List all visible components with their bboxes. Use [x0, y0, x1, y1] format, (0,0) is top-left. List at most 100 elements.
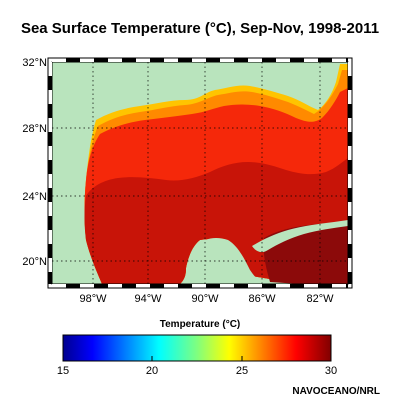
frame-segment	[66, 284, 80, 288]
frame-segment	[48, 230, 52, 244]
frame-segment	[48, 258, 52, 272]
frame-segment	[304, 58, 318, 62]
colorbar-tick-30: 30	[325, 365, 337, 377]
frame-segment	[136, 284, 150, 288]
lat-label-32n: 32°N	[22, 57, 47, 69]
frame-segment	[178, 58, 192, 62]
frame-segment	[348, 244, 352, 258]
lon-label-94w: 94°W	[134, 293, 162, 305]
frame-segment	[48, 62, 52, 76]
frame-segment	[122, 284, 136, 288]
frame-segment	[348, 62, 352, 76]
frame-segment	[192, 284, 206, 288]
lon-label-86w: 86°W	[248, 293, 276, 305]
frame-segment	[108, 284, 122, 288]
lat-label-28n: 28°N	[22, 123, 47, 135]
lon-label-82w: 82°W	[306, 293, 334, 305]
frame-segment	[234, 58, 248, 62]
frame-segment	[234, 284, 248, 288]
frame-segment	[290, 58, 304, 62]
frame-segment	[276, 58, 290, 62]
frame-segment	[348, 90, 352, 104]
frame-segment	[48, 174, 52, 188]
frame-segment	[48, 132, 52, 146]
lon-label-98w: 98°W	[79, 293, 107, 305]
colorbar-ticks	[62, 356, 332, 361]
frame-segment	[206, 284, 220, 288]
frame-segment	[348, 76, 352, 90]
frame-segment	[262, 284, 276, 288]
frame-segment	[80, 284, 94, 288]
frame-segment	[348, 202, 352, 216]
frame-segment	[248, 58, 262, 62]
land-florida	[282, 62, 336, 108]
colorbar-tick-15: 15	[57, 365, 69, 377]
frame-segment	[48, 272, 52, 284]
frame-segment	[94, 58, 108, 62]
frame-segment	[318, 284, 332, 288]
colorbar-tick-25: 25	[236, 365, 248, 377]
frame-segment	[66, 58, 80, 62]
frame-segment	[48, 188, 52, 202]
frame-segment	[164, 58, 178, 62]
frame-segment	[248, 284, 262, 288]
frame-segment	[348, 188, 352, 202]
frame-segment	[220, 58, 234, 62]
colorbar	[62, 334, 332, 362]
frame-segment	[332, 58, 346, 62]
frame-segment	[122, 58, 136, 62]
credit-label: NAVOCEANO/NRL	[292, 386, 380, 397]
frame-segment	[348, 272, 352, 284]
frame-segment	[48, 146, 52, 160]
frame-segment	[48, 216, 52, 230]
land-cuba	[252, 220, 348, 253]
map-frame	[47, 57, 353, 289]
frame-segment	[150, 58, 164, 62]
frame-segment	[348, 230, 352, 244]
frame-segment	[108, 58, 122, 62]
frame-segment	[150, 284, 164, 288]
frame-segment	[348, 258, 352, 272]
colorbar-tick-20: 20	[146, 365, 158, 377]
colorbar-title: Temperature (°C)	[159, 319, 241, 330]
frame-segment	[276, 284, 290, 288]
frame-outline	[47, 57, 353, 289]
frame-segment	[48, 118, 52, 132]
frame-segment	[52, 284, 66, 288]
frame-segment	[346, 58, 348, 62]
frame-segment	[348, 160, 352, 174]
frame-segment	[52, 58, 66, 62]
frame-segment	[332, 284, 346, 288]
map-title: Sea Surface Temperature (°C), Sep-Nov, 1…	[20, 20, 380, 37]
frame-segment	[290, 284, 304, 288]
frame-segment	[136, 58, 150, 62]
frame-segment	[48, 202, 52, 216]
lon-label-90w: 90°W	[191, 293, 219, 305]
frame-segment	[318, 58, 332, 62]
frame-segment	[220, 284, 234, 288]
frame-segment	[346, 284, 348, 288]
frame-segment	[262, 58, 276, 62]
frame-segment	[348, 174, 352, 188]
frame-segment	[48, 76, 52, 90]
frame-segment	[348, 118, 352, 132]
frame-segment	[304, 284, 318, 288]
frame-segment	[48, 160, 52, 174]
frame-segment	[178, 284, 192, 288]
frame-segment	[164, 284, 178, 288]
lat-label-20n: 20°N	[22, 256, 47, 268]
frame-segment	[348, 132, 352, 146]
frame-segment	[206, 58, 220, 62]
frame-segment	[48, 104, 52, 118]
graticule	[52, 62, 348, 284]
frame-segment	[80, 58, 94, 62]
frame-segment	[348, 216, 352, 230]
frame-segment	[48, 244, 52, 258]
lat-label-24n: 24°N	[22, 191, 47, 203]
frame-segment	[48, 90, 52, 104]
frame-segment	[192, 58, 206, 62]
frame-segment	[348, 146, 352, 160]
frame-segment	[348, 104, 352, 118]
frame-segment	[94, 284, 108, 288]
